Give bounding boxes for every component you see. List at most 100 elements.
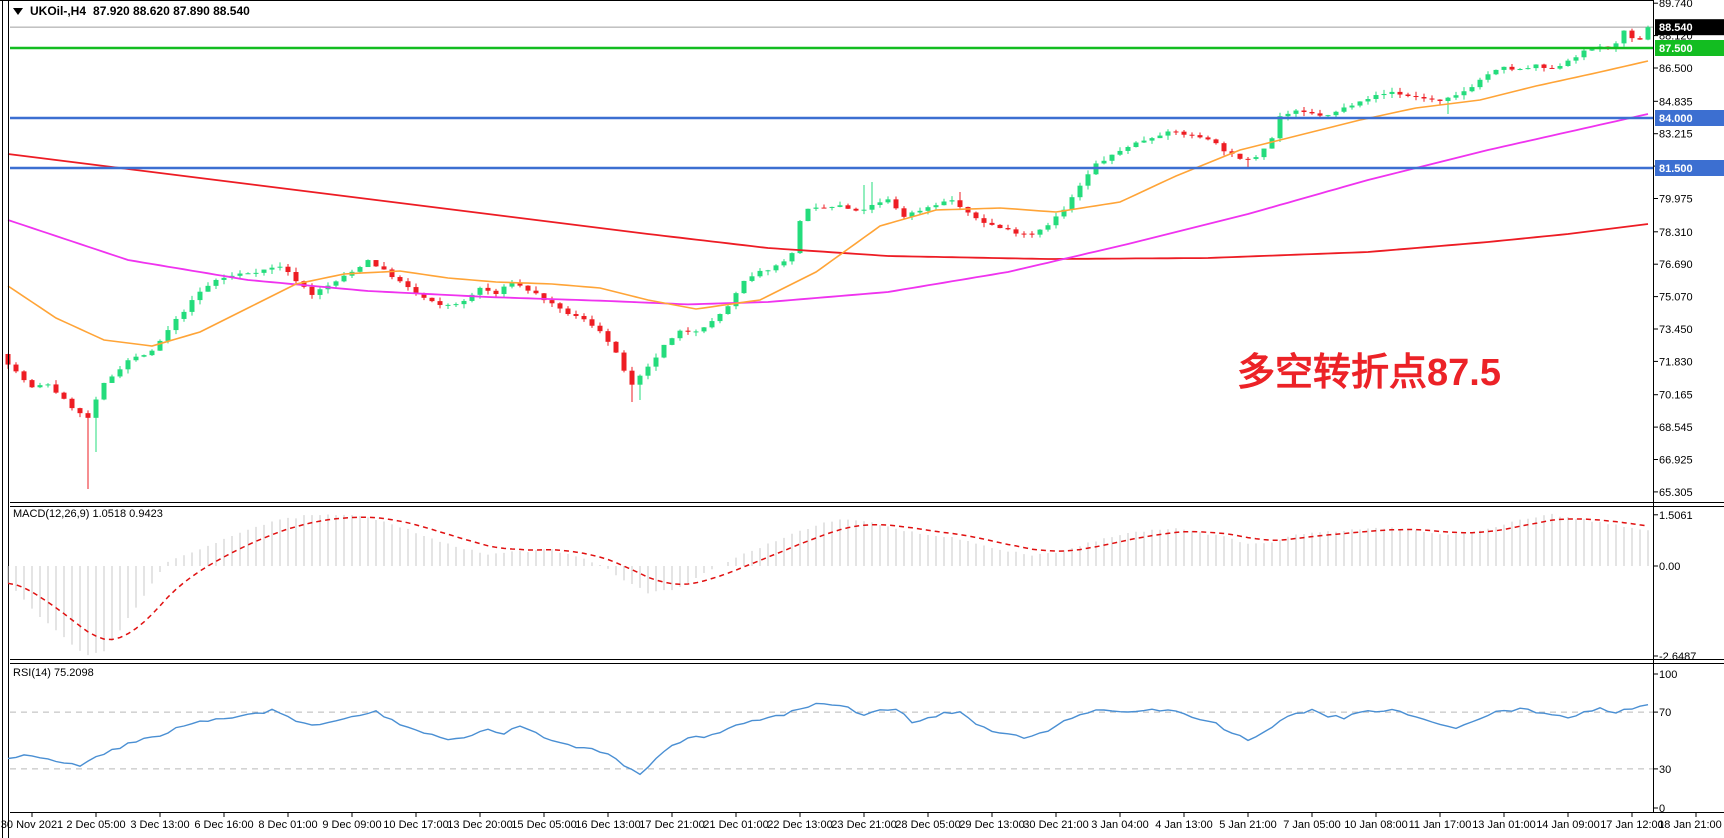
candle-body (1333, 111, 1339, 116)
candle-body (829, 206, 835, 208)
candle-body (469, 294, 475, 301)
candle-body (85, 413, 91, 418)
candle-body (1461, 91, 1467, 96)
candle-body (941, 201, 947, 206)
candle-body (525, 285, 531, 291)
candle-body (477, 287, 483, 295)
price-tick-label: 83.215 (1659, 129, 1693, 141)
time-tick-label: 16 Dec 13:00 (575, 819, 640, 831)
candle-body (933, 205, 939, 208)
rsi-tick-label: 70 (1659, 707, 1671, 719)
candle-body (53, 384, 59, 393)
candle-body (445, 304, 451, 306)
candle-body (749, 276, 755, 281)
time-tick-label: 8 Dec 01:00 (258, 819, 317, 831)
time-tick-label: 23 Dec 21:00 (831, 819, 896, 831)
candle-body (613, 341, 619, 353)
candle-body (485, 287, 491, 291)
svg-text:87.500: 87.500 (1659, 43, 1693, 55)
rsi-line (7, 702, 1649, 776)
candle-body (1109, 154, 1115, 161)
candle-body (653, 357, 659, 367)
horizontal-level-lines[interactable] (10, 46, 1653, 170)
time-tick-label: 21 Dec 01:00 (703, 819, 768, 831)
candle-body (1485, 74, 1491, 80)
candle-body (1037, 229, 1043, 235)
rsi-tick-label: 30 (1659, 764, 1671, 776)
candle-body (1493, 69, 1499, 75)
macd-name: MACD(12,26,9) (13, 508, 90, 520)
time-tick-label: 28 Dec 05:00 (895, 819, 960, 831)
candle-body (405, 281, 411, 288)
candle-body (333, 281, 339, 286)
candle-body (1637, 38, 1643, 40)
candle-body (1357, 101, 1363, 106)
time-tick-label: 9 Dec 09:00 (322, 819, 381, 831)
candle-body (781, 261, 787, 266)
price-axis[interactable]: 89.74088.12086.50084.83583.21581.59579.9… (1653, 0, 1696, 815)
price-tick-label: 84.835 (1659, 96, 1693, 108)
candle-body (621, 352, 627, 371)
candle-body (1533, 64, 1539, 69)
candle-body (1629, 30, 1635, 39)
candle-body (141, 355, 147, 357)
candle-body (1381, 93, 1387, 96)
candle-body (533, 290, 539, 294)
candle-body (541, 293, 547, 301)
candle-body (1245, 158, 1251, 160)
time-tick-label: 30 Dec 21:00 (1023, 819, 1088, 831)
candle-body (381, 266, 387, 270)
candle-body (149, 350, 155, 356)
candle-body (1277, 116, 1283, 139)
time-tick-label: 10 Dec 17:00 (383, 819, 448, 831)
candle-body (1557, 66, 1563, 69)
candle-body (1573, 57, 1579, 61)
macd-signal-line (7, 516, 1649, 641)
ma-slow-red-line (7, 153, 1649, 260)
candle-body (1285, 113, 1291, 117)
candle-body (701, 327, 707, 332)
candle-body (1205, 137, 1211, 140)
candle-body (645, 366, 651, 376)
candle-body (1341, 107, 1347, 112)
candle-body (109, 376, 115, 383)
candle-body (517, 283, 523, 286)
candle-body (597, 325, 603, 332)
candle-body (1045, 225, 1051, 230)
candle-body (1149, 138, 1155, 141)
candle-body (1173, 131, 1179, 133)
candle-body (509, 283, 515, 287)
time-tick-label: 18 Jan 21:00 (1658, 819, 1722, 831)
candle-body (1565, 60, 1571, 67)
candle-body (813, 207, 819, 209)
candle-body (581, 315, 587, 320)
time-tick-label: 10 Jan 08:00 (1344, 819, 1408, 831)
candle-body (1581, 50, 1587, 58)
price-tick-label: 70.165 (1659, 390, 1693, 402)
candle-body (1421, 97, 1427, 99)
candle-body (1181, 131, 1187, 135)
candle-body (189, 300, 195, 312)
candle-body (877, 202, 883, 205)
candle-body (1317, 113, 1323, 116)
price-tick-label: 73.450 (1659, 324, 1693, 336)
candle-body (501, 286, 507, 295)
candle-body (1061, 209, 1067, 217)
time-axis[interactable]: 30 Nov 2021 2 Dec 05:00 3 Dec 13:00 6 Dec 1… (1, 813, 1722, 831)
candlestick-series[interactable] (5, 25, 1651, 489)
candle-body (997, 224, 1003, 229)
candle-body (917, 210, 923, 213)
candle-body (1613, 43, 1619, 49)
candle-body (45, 384, 51, 386)
time-tick-label: 13 Dec 20:00 (447, 819, 512, 831)
candle-body (661, 344, 667, 358)
candle-body (357, 267, 363, 272)
candle-body (989, 222, 995, 225)
candle-body (717, 314, 723, 322)
symbol-dropdown-icon[interactable] (13, 7, 23, 15)
level-price-badge: 84.000 (1655, 110, 1724, 126)
candle-body (309, 286, 315, 295)
candle-body (493, 290, 499, 295)
